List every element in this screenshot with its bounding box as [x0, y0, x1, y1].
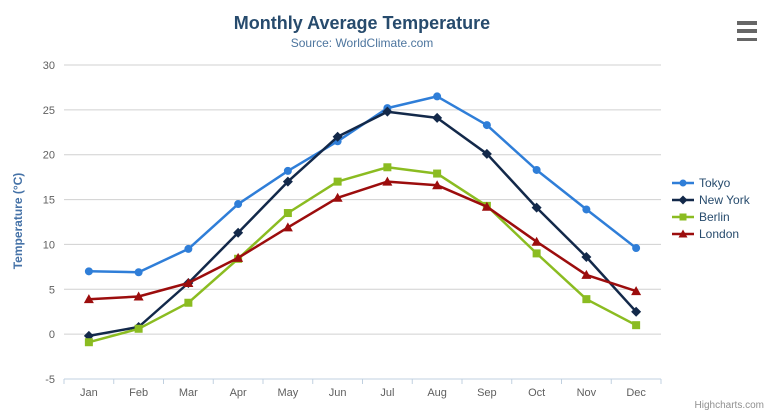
y-axis-label: 30	[43, 60, 55, 72]
triangle-marker	[183, 278, 194, 288]
triangle-marker	[83, 294, 94, 304]
diamond-marker	[531, 202, 542, 213]
triangle-marker	[678, 229, 688, 238]
square-marker	[84, 338, 93, 347]
circle-marker	[532, 165, 541, 174]
circle-marker	[632, 244, 641, 253]
square-marker	[383, 163, 392, 172]
y-axis-label: 25	[43, 105, 55, 117]
triangle-marker	[282, 222, 293, 232]
chart-title: Monthly Average Temperature	[233, 13, 491, 33]
y-axis-title: Temperature (°C)	[11, 172, 25, 270]
y-axis-label: 10	[43, 239, 55, 251]
x-axis-label: Aug	[427, 387, 447, 399]
y-axis-label: -5	[45, 374, 55, 386]
x-axis-label: Apr	[230, 387, 247, 399]
square-marker	[283, 209, 292, 218]
triangle-marker	[581, 269, 592, 279]
circle-marker	[283, 166, 292, 175]
legend-label: London	[699, 227, 740, 241]
circle-marker	[582, 205, 591, 214]
x-axis-label: Feb	[129, 387, 148, 399]
y-axis-label: 20	[43, 150, 55, 162]
diamond-marker	[481, 148, 492, 159]
circle-marker	[482, 121, 491, 130]
x-axis-label: Jan	[80, 387, 98, 399]
series-line	[88, 166, 637, 344]
y-axis-label: 15	[43, 195, 55, 207]
diamond-legend-icon	[672, 195, 694, 205]
x-axis-label: Dec	[626, 387, 646, 399]
x-axis-label: Jul	[380, 387, 394, 399]
triangle-marker	[531, 236, 542, 246]
circle-marker	[234, 200, 243, 209]
legend: Tokyo New York Berlin London	[672, 176, 750, 241]
x-axis-label: May	[277, 387, 298, 399]
circle-legend-icon	[672, 179, 694, 187]
diamond-marker	[282, 176, 293, 187]
chart-context-menu-button[interactable]	[737, 21, 759, 41]
diamond-marker	[678, 195, 688, 205]
square-marker	[679, 213, 687, 221]
triangle-marker	[332, 192, 343, 202]
triangle-marker	[481, 201, 492, 211]
circle-marker	[679, 179, 687, 187]
legend-label: New York	[699, 193, 750, 207]
x-axis-label: Sep	[477, 387, 497, 399]
diamond-marker	[581, 251, 592, 262]
square-marker	[134, 324, 143, 333]
y-axis-label: 0	[49, 329, 55, 341]
x-axis-label: Jun	[329, 387, 347, 399]
credits-link[interactable]: Highcharts.com	[694, 400, 764, 411]
triangle-marker	[233, 252, 244, 262]
diamond-marker	[233, 227, 244, 238]
legend-label: Berlin	[699, 210, 730, 224]
legend-item-london[interactable]: London	[672, 227, 750, 241]
triangle-marker	[382, 176, 393, 186]
series-tokyo	[84, 92, 641, 277]
diamond-marker	[432, 112, 443, 123]
legend-item-new-york[interactable]: New York	[672, 193, 750, 207]
diamond-marker	[631, 306, 642, 317]
circle-marker	[134, 268, 143, 277]
circle-marker	[84, 267, 93, 276]
circle-marker	[433, 92, 442, 101]
x-axis-label: Mar	[179, 387, 198, 399]
square-marker	[582, 295, 591, 304]
square-marker	[433, 169, 442, 178]
legend-item-berlin[interactable]: Berlin	[672, 210, 750, 224]
diamond-marker	[382, 106, 393, 117]
square-marker	[184, 298, 193, 307]
square-marker	[532, 249, 541, 258]
legend-item-tokyo[interactable]: Tokyo	[672, 176, 750, 190]
triangle-legend-icon	[672, 229, 694, 238]
chart-subtitle: Source: WorldClimate.com	[290, 36, 434, 50]
triangle-marker	[631, 286, 642, 296]
triangle-marker	[432, 180, 443, 190]
diamond-marker	[332, 131, 343, 142]
y-axis-label: 5	[49, 284, 55, 296]
legend-label: Tokyo	[699, 176, 731, 190]
x-axis-label: Nov	[577, 387, 597, 399]
series-london	[83, 176, 642, 304]
series-new-york	[83, 106, 642, 341]
series-line	[88, 180, 637, 301]
square-legend-icon	[672, 213, 694, 221]
circle-marker	[184, 244, 193, 253]
triangle-marker	[133, 291, 144, 301]
x-axis-label: Oct	[528, 387, 545, 399]
square-marker	[333, 177, 342, 186]
series-line	[88, 95, 637, 274]
series-line	[88, 110, 638, 338]
square-marker	[632, 321, 641, 330]
